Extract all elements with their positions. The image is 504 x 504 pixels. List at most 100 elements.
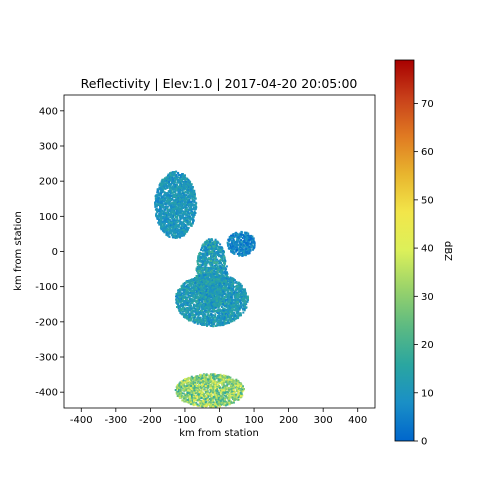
echo-pixel <box>213 254 216 256</box>
echo-pixel <box>175 178 178 180</box>
echo-pixel <box>218 313 221 316</box>
echo-pixel <box>192 200 194 203</box>
echo-pixel <box>184 209 187 211</box>
echo-pixel <box>193 303 195 306</box>
echo-pixel <box>188 198 191 201</box>
echo-pixel <box>210 286 213 288</box>
echo-pixel <box>204 309 207 312</box>
echo-pixel <box>181 222 184 225</box>
echo-pixel <box>196 293 199 296</box>
echo-pixel <box>213 290 216 293</box>
echo-pixel <box>217 303 220 305</box>
echo-pixel <box>185 186 188 189</box>
echo-pixel <box>197 256 200 259</box>
echo-pixel <box>241 250 244 253</box>
echo-pixel <box>228 318 231 320</box>
echo-pixel <box>179 185 181 188</box>
echo-pixel <box>174 226 177 229</box>
echo-pixel <box>231 245 234 248</box>
echo-pixel <box>218 301 221 304</box>
echo-pixel <box>181 310 184 313</box>
echo-pixel <box>226 313 229 316</box>
echo-pixel <box>177 306 180 308</box>
echo-pixel <box>176 184 179 187</box>
echo-pixel <box>216 261 219 264</box>
echo-pixel <box>177 180 180 183</box>
echo-pixel <box>184 203 187 206</box>
echo-pixel <box>214 296 217 299</box>
echo-pixel <box>162 196 165 199</box>
echo-pixel <box>167 176 170 179</box>
echo-pixel <box>194 281 197 284</box>
echo-pixel <box>248 249 251 252</box>
echo-pixel <box>241 237 244 239</box>
echo-pixel <box>211 296 214 299</box>
echo-pixel <box>188 296 191 299</box>
echo-pixel <box>159 198 162 201</box>
echo-pixel <box>190 222 193 225</box>
echo-pixel <box>230 285 232 288</box>
echo-pixel <box>202 315 205 317</box>
echo-pixel <box>188 289 191 292</box>
echo-pixel <box>197 270 200 273</box>
echo-pixel <box>219 249 222 252</box>
echo-pixel <box>186 217 188 220</box>
echo-pixel <box>175 298 178 301</box>
echo-pixel <box>189 181 192 184</box>
echo-pixel <box>203 263 206 266</box>
echo-pixel <box>215 302 218 305</box>
echo-pixel <box>179 220 182 223</box>
echo-pixel <box>242 303 245 306</box>
echo-pixel <box>220 271 222 273</box>
echo-pixel <box>164 191 166 194</box>
echo-pixel <box>156 211 159 214</box>
echo-pixel <box>205 271 208 274</box>
echo-pixel <box>177 225 180 228</box>
echo-pixel <box>167 233 170 236</box>
echo-pixel <box>173 208 176 210</box>
echo-pixel <box>163 231 166 234</box>
echo-pixel <box>205 301 208 303</box>
echo-pixel <box>177 297 180 300</box>
echo-pixel <box>178 198 181 201</box>
echo-pixel <box>175 170 178 173</box>
echo-pixel <box>212 252 215 255</box>
echo-pixel <box>225 319 228 322</box>
echo-pixel <box>225 322 228 325</box>
echo-pixel <box>169 194 172 197</box>
echo-pixel <box>207 303 210 306</box>
echo-pixel <box>199 321 202 323</box>
echo-pixel <box>226 306 229 309</box>
echo-pixel <box>194 205 197 208</box>
echo-pixel <box>181 213 184 216</box>
echo-pixel <box>156 190 159 193</box>
echo-pixel <box>203 268 206 271</box>
echo-pixel <box>211 247 214 250</box>
echo-pixel <box>252 246 255 249</box>
echo-pixel <box>190 210 193 213</box>
echo-pixel <box>208 246 211 248</box>
echo-pixel <box>248 252 251 254</box>
echo-pixel <box>220 321 223 324</box>
echo-pixel <box>206 254 209 257</box>
echo-pixel <box>213 270 216 272</box>
echo-pixel <box>191 222 194 225</box>
echo-pixel <box>218 255 220 258</box>
echo-pixel <box>174 232 177 235</box>
echo-pixel <box>218 248 220 251</box>
echo-pixel <box>203 313 206 316</box>
echo-pixel <box>192 189 195 192</box>
echo-pixel <box>190 192 192 195</box>
echo-pixel <box>217 252 220 255</box>
echo-pixel <box>244 238 247 241</box>
echo-pixel <box>181 205 184 208</box>
echo-pixel <box>205 323 208 326</box>
echo-pixel <box>225 274 228 277</box>
echo-pixel <box>239 302 242 305</box>
echo-pixel <box>189 278 192 281</box>
echo-pixel <box>199 291 202 294</box>
echo-pixel <box>226 241 229 244</box>
echo-pixel <box>223 308 226 310</box>
echo-pixel <box>220 280 223 283</box>
echo-pixel <box>243 298 246 301</box>
